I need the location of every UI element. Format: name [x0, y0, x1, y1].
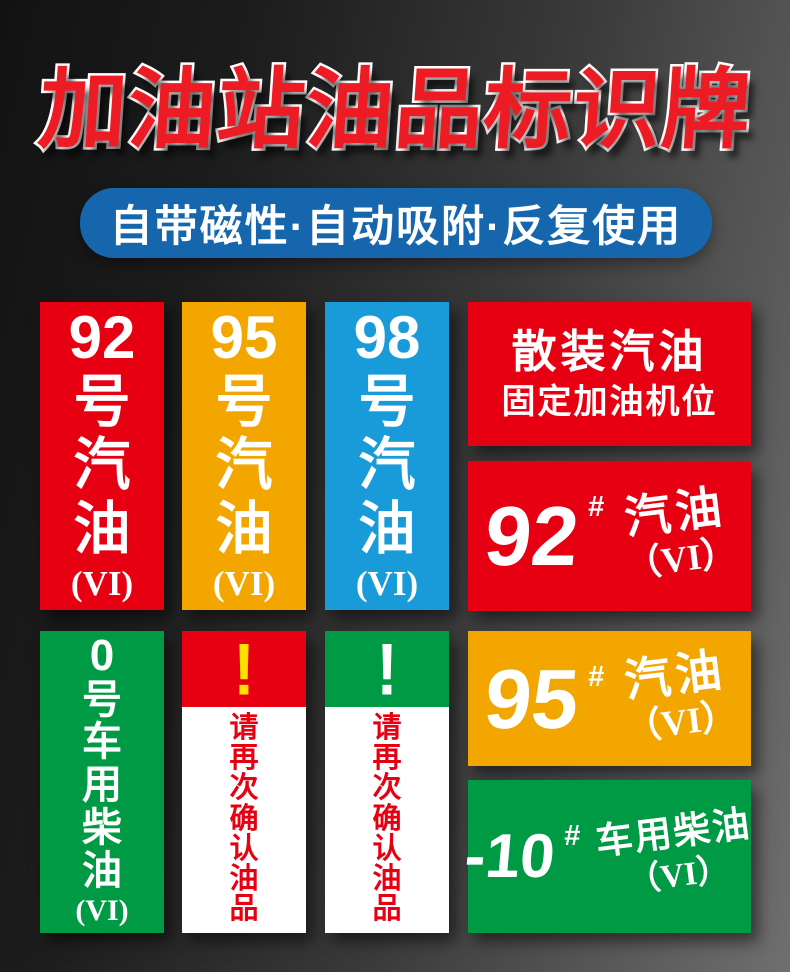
- fuel-char: 汽: [215, 433, 273, 498]
- fuel-char: 号: [73, 370, 131, 435]
- fuel-char: 油: [358, 496, 416, 561]
- hash-mark: #: [588, 661, 605, 693]
- label-bulk-gasoline: 散装汽油 固定加油机位: [468, 302, 751, 446]
- fuel-number: 92: [480, 489, 583, 583]
- fuel-name-block: 汽油 （VI）: [621, 642, 740, 748]
- fuel-grade: (VI): [212, 563, 276, 603]
- fuel-number: -10: [461, 821, 558, 891]
- fuel-char: 号: [82, 677, 122, 722]
- fuel-char: 柴: [82, 805, 122, 850]
- fuel-name-block: 汽油 （VI）: [621, 480, 740, 586]
- fuel-char: 汽: [358, 433, 416, 498]
- warning-label-red: ! 请 再 次 确 认 油 品: [182, 631, 306, 933]
- fuel-char: 油: [73, 496, 131, 561]
- label-92-gasoline-horizontal: 92 # 汽油 （VI）: [468, 461, 751, 611]
- label-95-gasoline-horizontal: 95 # 汽油 （VI）: [468, 631, 751, 766]
- label-0-diesel: 0 号 车 用 柴 油 (VI): [40, 631, 164, 933]
- exclamation-icon: !: [233, 627, 255, 711]
- warning-band: !: [182, 631, 306, 707]
- fuel-char: 用: [82, 763, 122, 807]
- fuel-number: 95: [480, 651, 583, 746]
- panel-line2: 固定加油机位: [501, 383, 718, 421]
- exclamation-icon: !: [376, 627, 398, 711]
- hash-mark: #: [564, 820, 581, 852]
- warning-text: 请 再 次 确 认 油 品: [372, 712, 402, 925]
- fuel-name-block: 车用柴油 （VI）: [593, 802, 754, 900]
- fuel-number: 98: [353, 304, 421, 372]
- warning-band: !: [325, 631, 449, 707]
- label-minus10-diesel-horizontal: -10 # 车用柴油 （VI）: [462, 780, 754, 933]
- label-98-gasoline: 98 号 汽 油 (VI): [325, 302, 449, 610]
- fuel-grade: (VI): [70, 563, 134, 603]
- fuel-char: 车: [82, 720, 122, 765]
- label-92-gasoline: 92 号 汽 油 (VI): [40, 302, 164, 610]
- fuel-char: 油: [215, 496, 273, 561]
- label-95-gasoline: 95 号 汽 油 (VI): [182, 302, 306, 610]
- warning-text: 请 再 次 确 认 油 品: [229, 712, 259, 925]
- fuel-char: 汽: [73, 433, 131, 498]
- fuel-char: 油: [82, 848, 122, 893]
- warning-label-green: ! 请 再 次 确 认 油 品: [325, 631, 449, 933]
- fuel-number: 92: [68, 304, 136, 372]
- hash-mark: #: [588, 491, 605, 523]
- fuel-grade: (VI): [75, 894, 129, 928]
- poster-title: 加油站油品标识牌: [33, 58, 757, 162]
- fuel-number: 95: [210, 304, 278, 372]
- panel-line1: 散装汽油: [511, 326, 708, 377]
- fuel-grade: (VI): [355, 563, 419, 603]
- fuel-number: 0: [89, 630, 115, 680]
- feature-banner: 自带磁性·自动吸附·反复使用: [80, 188, 712, 258]
- fuel-char: 号: [215, 370, 273, 435]
- fuel-char: 号: [358, 370, 416, 435]
